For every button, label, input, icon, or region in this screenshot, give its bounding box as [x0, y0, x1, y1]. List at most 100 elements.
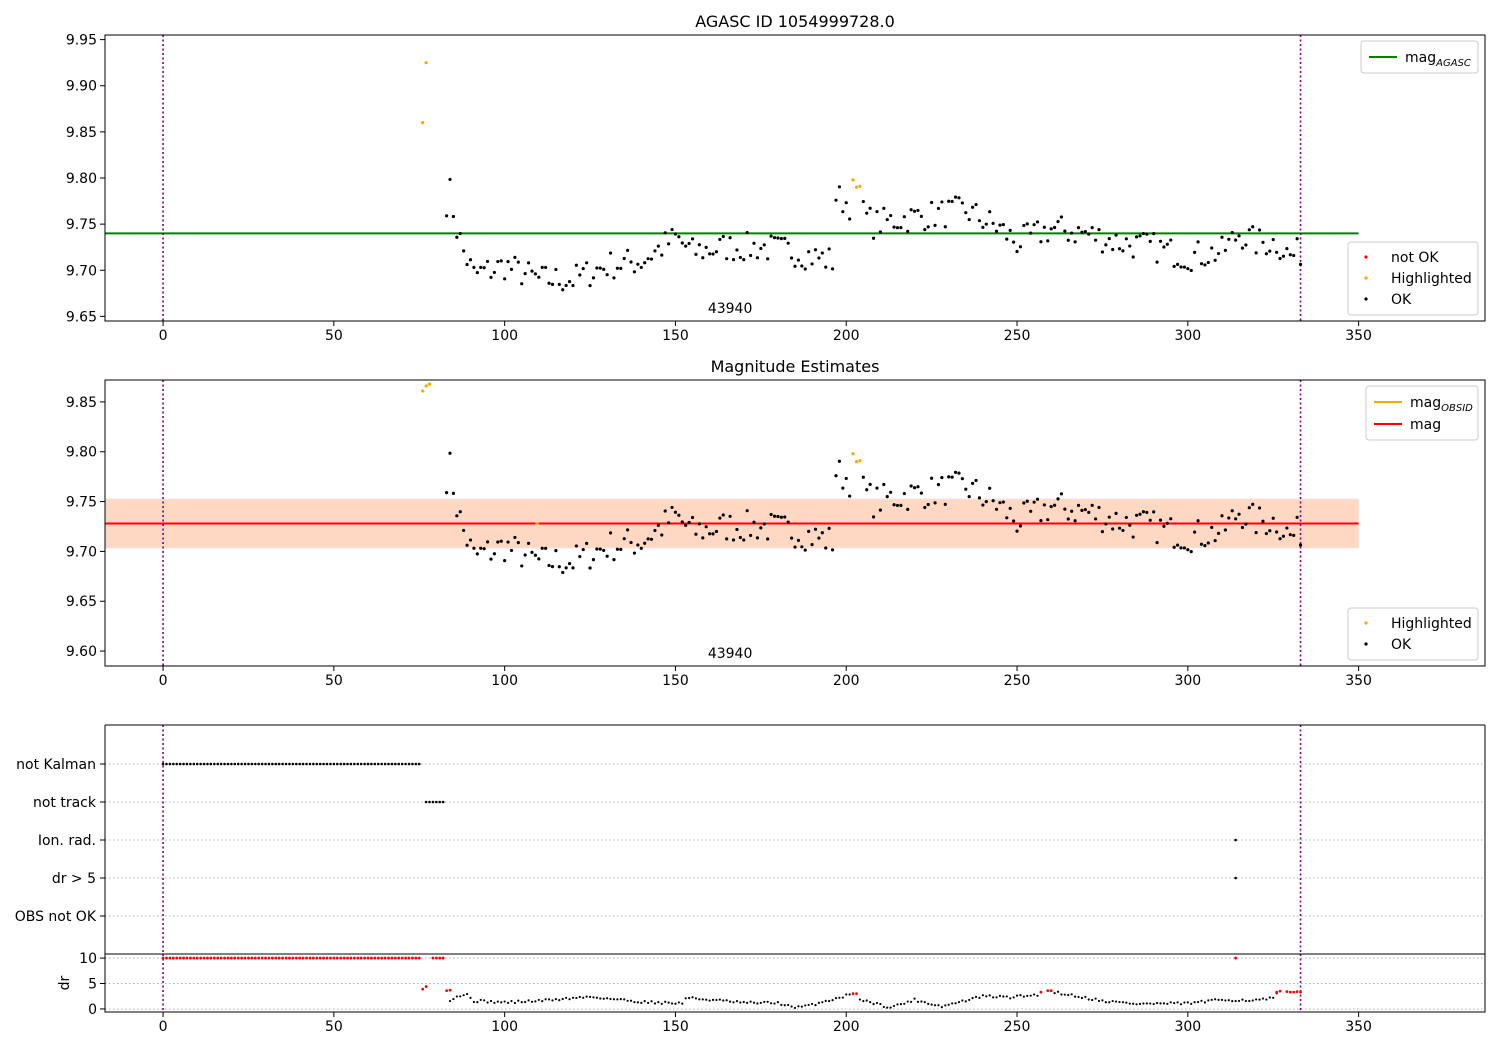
data-point-ok: [513, 535, 517, 540]
data-point-ok: [1090, 503, 1094, 507]
dr-point-ok: [459, 995, 462, 998]
flag-point: [178, 762, 182, 766]
dr-point-not-ok: [233, 956, 237, 960]
data-point-ok: [1285, 526, 1289, 530]
dr-point-ok: [1251, 999, 1254, 1002]
data-point-ok: [769, 234, 773, 238]
dr-point-ok: [1152, 1002, 1155, 1006]
dr-point-ok: [769, 1002, 773, 1005]
data-point-ok: [1124, 237, 1128, 241]
dr-point-not-ok: [424, 985, 428, 988]
flag-point: [428, 800, 431, 804]
data-point-ok: [971, 205, 975, 209]
data-point-ok: [1128, 523, 1132, 527]
data-point-ok: [499, 259, 503, 263]
flag-point: [195, 762, 199, 766]
dr-point-not-ok: [288, 956, 291, 960]
dr-point-ok: [643, 1000, 646, 1003]
dr-point-ok: [1173, 1001, 1176, 1005]
data-point-ok: [660, 253, 664, 257]
flag-point: [189, 762, 192, 766]
dr-point-ok: [1145, 1002, 1148, 1005]
dr-point-not-ok: [240, 956, 244, 960]
data-point-ok: [468, 538, 473, 542]
legend-point-swatch: [1364, 642, 1368, 646]
dr-point-ok: [834, 997, 838, 1000]
data-point-ok: [694, 532, 698, 536]
dr-point-not-ok: [1288, 990, 1292, 994]
data-point-ok: [742, 538, 746, 542]
dr-point-ok: [1019, 994, 1022, 997]
dr-point-ok: [718, 998, 721, 1001]
dr-point-ok: [1005, 995, 1008, 998]
data-point-ok: [602, 267, 606, 271]
dr-point-ok: [486, 1001, 489, 1004]
dr-point-ok: [998, 994, 1002, 997]
flag-category-label: OBS not OK: [15, 909, 97, 925]
data-point-ok: [830, 548, 835, 552]
dr-point-ok: [776, 1001, 780, 1004]
data-point-ok: [796, 538, 801, 543]
dr-point-ok: [763, 1000, 766, 1003]
dr-point-ok: [1002, 995, 1005, 998]
data-point-ok: [673, 510, 678, 514]
dr-point-ok: [1149, 1002, 1152, 1005]
dr-point-ok: [862, 1000, 865, 1003]
dr-point-ok: [923, 1000, 926, 1004]
dr-point-ok: [910, 1000, 913, 1003]
flag-point: [243, 762, 247, 766]
flag-point: [182, 762, 185, 766]
data-point-ok: [748, 533, 753, 538]
y-tick-label: 9.70: [66, 263, 97, 279]
data-point-ok: [871, 515, 876, 519]
data-point-ok: [745, 230, 749, 235]
data-point-ok: [1131, 255, 1135, 259]
data-point-ok: [807, 250, 811, 254]
data-point-ok: [612, 276, 616, 280]
dr-point-ok: [985, 995, 988, 998]
data-point-ok: [779, 236, 783, 241]
dr-point-not-ok: [332, 956, 336, 960]
data-point-ok: [622, 537, 626, 541]
dr-point-not-ok: [291, 956, 295, 960]
data-point-ok: [991, 221, 995, 225]
dr-point-ok: [1104, 1001, 1107, 1004]
data-point-ok: [1046, 239, 1050, 243]
dr-point-not-ok: [206, 956, 209, 960]
dr-point-ok: [1012, 996, 1015, 999]
dr-point-not-ok: [383, 956, 387, 960]
data-point-ok: [492, 552, 497, 556]
data-point-ok: [793, 264, 797, 268]
dr-point-not-ok: [247, 956, 250, 960]
data-point-ok: [1175, 543, 1180, 547]
x-tick-label: 250: [1004, 673, 1031, 689]
data-point-ok: [902, 491, 906, 496]
dr-point-ok: [1155, 1001, 1159, 1005]
dr-point-ok: [452, 997, 455, 1001]
data-point-ok: [496, 259, 500, 264]
data-point-ok: [588, 566, 592, 570]
data-point-ok: [803, 548, 807, 552]
data-point-ok: [844, 201, 848, 205]
dr-point-ok: [571, 996, 575, 999]
data-point-ok: [1056, 220, 1060, 224]
data-point-ok: [1240, 525, 1245, 530]
data-point-ok: [1114, 233, 1118, 237]
dr-point-ok: [1162, 1002, 1166, 1005]
dr-point-ok: [530, 1000, 534, 1003]
legend-box-points: [1347, 241, 1479, 316]
data-point-ok: [653, 249, 657, 253]
data-point-ok: [629, 260, 633, 264]
data-point-ok: [649, 257, 654, 261]
dr-point-not-ok: [318, 956, 322, 960]
flag-point: [206, 762, 209, 766]
data-point-ok: [1186, 548, 1190, 552]
data-point-ok: [967, 217, 971, 222]
x-tick-label: 100: [491, 328, 518, 344]
flag-point: [223, 762, 226, 766]
data-point-ok: [591, 276, 596, 280]
dr-point-ok: [1077, 995, 1080, 999]
dr-point-ok: [1176, 1001, 1179, 1004]
data-point-ok: [595, 547, 599, 551]
data-point-ok: [1083, 507, 1087, 512]
